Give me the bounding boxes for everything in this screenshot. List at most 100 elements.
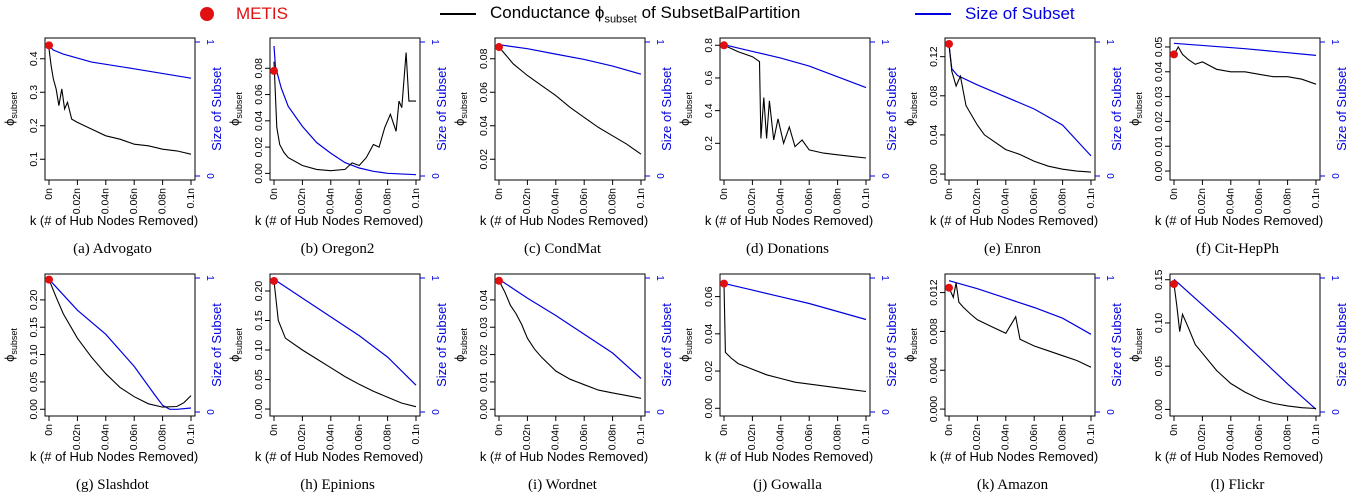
metis-point: [720, 279, 728, 288]
y-axis-label-main: ϕ: [677, 119, 692, 126]
plot-frame: [719, 37, 871, 181]
right-axis-label: Size of Subset: [659, 303, 674, 387]
y-tick-label: 0.04: [478, 289, 490, 310]
chart-panel: 0n 0.02n 0.04n 0.06n 0.08n 0.1n 0.00 0.05 0.10 0.…: [1125, 266, 1350, 502]
right-axis-label: Size of Subset: [209, 303, 224, 387]
y-axis-label-main: ϕ: [1127, 119, 1142, 126]
x-tick-label: 0.1n: [860, 424, 872, 445]
plot-frame: [1169, 273, 1321, 417]
right-axis-label: Size of Subset: [659, 67, 674, 151]
right-tick-label: 0: [429, 173, 440, 179]
y-tick-label: 0.04: [928, 125, 940, 146]
y-tick-label: 0.12: [928, 46, 940, 67]
metis-point: [720, 41, 728, 50]
x-tick-label: 0.08n: [156, 424, 168, 450]
chart-panel: 0n 0.02n 0.04n 0.06n 0.08n 0.1n 0.00 0.05 0.10 0.…: [0, 266, 225, 502]
chart-panel: 0n 0.02n 0.04n 0.06n 0.08n 0.1n 0.1 0.2 0.3 0.4 0 1…: [0, 30, 225, 266]
chart-svg: 0n 0.02n 0.04n 0.06n 0.08n 0.1n 0.00 0.04 0.08 0.…: [902, 37, 1124, 228]
legend-conductance-sub: subset: [604, 13, 637, 26]
y-tick-label: 0.10: [253, 340, 265, 361]
y-tick-label: 0.4: [28, 51, 40, 66]
x-tick-label: 0.08n: [381, 188, 393, 214]
y-axis-label-sub: subset: [909, 92, 919, 119]
x-tick-label: 0.02n: [71, 424, 83, 450]
right-axis-label: Size of Subset: [434, 303, 449, 387]
x-tick-label: 0.02n: [1196, 188, 1208, 214]
y-tick-label: 0.00: [28, 399, 40, 420]
metis-point: [495, 43, 503, 52]
conductance-series-line: [723, 283, 867, 393]
x-axis-label: k (# of Hub Nodes Removed): [930, 449, 1098, 464]
x-tick-label: 0n: [1168, 188, 1180, 200]
x-tick-label: 0.06n: [803, 424, 815, 450]
y-tick-label: 0.08: [928, 85, 940, 106]
right-axis-label: Size of Subset: [884, 303, 899, 387]
x-axis-label: k (# of Hub Nodes Removed): [1155, 213, 1323, 228]
size-series-line: [273, 45, 417, 176]
y-tick-label: 0.10: [28, 344, 40, 365]
x-tick-label: 0.06n: [353, 188, 365, 214]
y-tick-label: 0.15: [253, 310, 265, 331]
right-axis-label: Size of Subset: [1109, 67, 1124, 151]
y-tick-label: 0.05: [1153, 356, 1165, 377]
y-tick-label: 0.03: [1153, 86, 1165, 107]
x-tick-label: 0n: [493, 188, 505, 200]
x-tick-label: 0.02n: [521, 424, 533, 450]
x-tick-label: 0n: [43, 188, 55, 200]
y-axis-label-main: ϕ: [2, 355, 17, 362]
x-tick-label: 0.04n: [775, 424, 787, 450]
x-tick-label: 0.04n: [1000, 188, 1012, 214]
y-axis-label: ϕsubset: [452, 92, 469, 126]
x-tick-label: 0.08n: [1281, 424, 1293, 450]
legend-conductance-label: Conductance ϕsubset of SubsetBalPartitio…: [490, 3, 800, 25]
x-axis-label: k (# of Hub Nodes Removed): [30, 213, 198, 228]
chart-panel: 0n 0.02n 0.04n 0.06n 0.08n 0.1n 0.00 0.02 0.04 0.…: [675, 266, 900, 502]
right-tick-label: 1: [879, 275, 890, 281]
right-tick-label: 1: [429, 39, 440, 45]
right-axis-label: Size of Subset: [1334, 303, 1349, 387]
chart-panel: 0n 0.02n 0.04n 0.06n 0.08n 0.1n 0.000 0.004 0.00…: [900, 266, 1125, 502]
y-axis-label-main: ϕ: [227, 119, 242, 126]
legend: METIS Conductance ϕsubset of SubsetBalPa…: [0, 0, 1350, 30]
x-tick-label: 0n: [493, 424, 505, 436]
x-tick-label: 0n: [718, 188, 730, 200]
size-series-line: [498, 44, 642, 75]
plot-frame: [44, 37, 196, 181]
size-series-line: [723, 282, 867, 321]
chart-svg: 0n 0.02n 0.04n 0.06n 0.08n 0.1n 0.00 0.01 0.02 0.…: [452, 273, 674, 464]
x-tick-label: 0n: [268, 188, 280, 200]
y-axis-label-main: ϕ: [902, 119, 917, 126]
metis-point: [1170, 50, 1178, 59]
y-axis-label: ϕsubset: [227, 328, 244, 362]
x-tick-label: 0.04n: [100, 424, 112, 450]
legend-conductance-suffix: of SubsetBalPartition: [636, 2, 801, 22]
metis-marker-icon: [200, 7, 214, 21]
y-tick-label: 0.03: [478, 317, 490, 338]
panel-caption: (i) Wordnet: [528, 477, 597, 493]
x-tick-label: 0.06n: [128, 188, 140, 214]
size-series-line: [48, 45, 192, 79]
panel-caption: (l) Flickr: [1210, 477, 1265, 493]
plot-frame: [944, 37, 1096, 181]
x-tick-label: 0n: [718, 424, 730, 436]
x-axis-label: k (# of Hub Nodes Removed): [1155, 449, 1323, 464]
y-tick-label: 0.10: [1153, 313, 1165, 334]
panel-caption: (f) Cit-HepPh: [1196, 241, 1279, 257]
right-tick-label: 1: [429, 275, 440, 281]
y-axis-label: ϕsubset: [677, 328, 694, 362]
x-tick-label: 0.08n: [1056, 188, 1068, 214]
x-tick-label: 0.1n: [1085, 424, 1097, 445]
right-tick-label: 0: [1104, 409, 1115, 415]
y-tick-label: 0.06: [703, 286, 715, 307]
y-tick-label: 0.00: [253, 399, 265, 420]
x-tick-label: 0.04n: [100, 188, 112, 214]
plot-frame: [944, 273, 1096, 417]
x-tick-label: 0.1n: [1085, 188, 1097, 209]
panel-caption: (e) Enron: [983, 241, 1042, 257]
blue-line-icon: [915, 13, 951, 15]
x-axis-label: k (# of Hub Nodes Removed): [930, 213, 1098, 228]
x-tick-label: 0.04n: [550, 424, 562, 450]
y-tick-label: 0.02: [703, 361, 715, 382]
right-tick-label: 0: [654, 409, 665, 415]
x-tick-label: 0.04n: [550, 188, 562, 214]
